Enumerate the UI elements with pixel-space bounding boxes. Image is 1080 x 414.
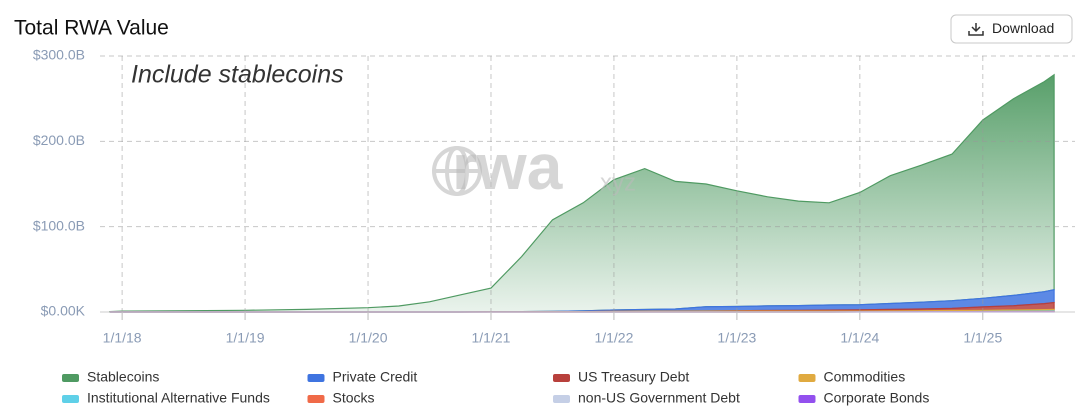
x-tick-label: 1/1/24	[840, 330, 879, 346]
area	[109, 73, 1055, 313]
chart-title: Total RWA Value	[14, 17, 169, 40]
legend-swatch	[553, 395, 570, 403]
x-tick-label: 1/1/25	[963, 330, 1002, 346]
y-tick-label: $200.0B	[33, 132, 85, 148]
legend-label: Stablecoins	[87, 369, 159, 385]
y-tick-label: $300.0B	[33, 47, 85, 63]
legend-swatch	[798, 374, 816, 382]
legend-swatch	[62, 374, 79, 382]
legend-label: Private Credit	[333, 369, 418, 385]
x-tick-label: 1/1/21	[472, 330, 511, 346]
x-tick-label: 1/1/19	[226, 330, 265, 346]
annotation: Include stablecoins	[131, 61, 344, 89]
legend-label: Commodities	[824, 369, 906, 385]
legend-label: Corporate Bonds	[824, 390, 930, 406]
legend-label: Stocks	[333, 390, 375, 406]
legend-swatch	[307, 395, 325, 403]
legend-label: US Treasury Debt	[578, 369, 689, 385]
watermark-suffix: xyz	[600, 169, 636, 196]
x-tick-label: 1/1/20	[349, 330, 388, 346]
legend-label: Institutional Alternative Funds	[87, 390, 270, 406]
download-icon	[968, 23, 984, 36]
x-tick-label: 1/1/22	[594, 330, 633, 346]
x-tick-label: 1/1/23	[717, 330, 756, 346]
legend-swatch	[62, 395, 79, 403]
legend-swatch	[798, 395, 816, 403]
download-label: Download	[992, 20, 1054, 36]
y-tick-label: $0.00K	[41, 303, 86, 319]
watermark-globe	[432, 146, 482, 196]
legend-swatch	[553, 374, 570, 382]
x-tick-label: 1/1/18	[103, 330, 142, 346]
legend-label: non-US Government Debt	[578, 390, 740, 406]
legend-swatch	[307, 374, 325, 382]
download-button[interactable]	[950, 14, 1073, 44]
y-tick-label: $100.0B	[33, 217, 85, 233]
